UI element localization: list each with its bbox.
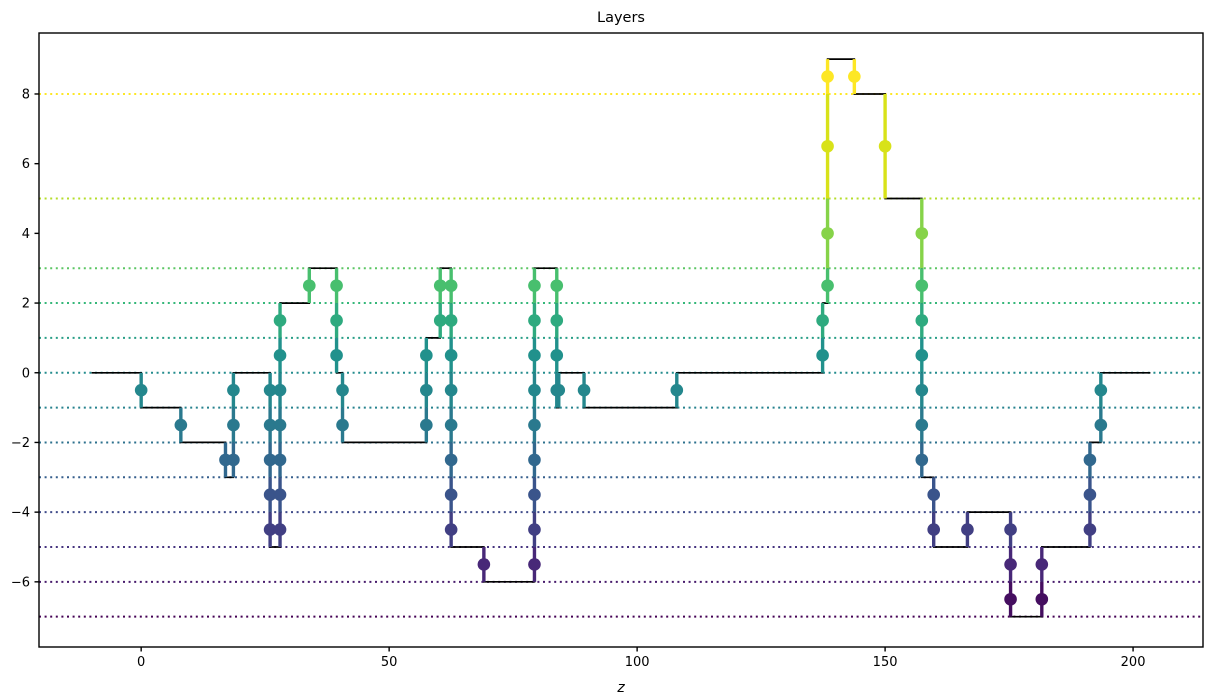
layer-dot [1094, 383, 1108, 397]
layer-dot [550, 349, 564, 362]
y-tick-label: 4 [22, 227, 30, 242]
layer-dot [552, 383, 566, 397]
layer-dot [273, 314, 287, 327]
y-tick-label: 0 [22, 366, 30, 381]
layer-dot [420, 383, 433, 397]
layer-dot [227, 383, 240, 397]
layer-dot [444, 349, 458, 362]
layer-dot [444, 523, 458, 536]
layer-dot [577, 383, 591, 397]
layer-dot [1004, 558, 1017, 571]
x-tick-label: 0 [137, 655, 145, 670]
layer-dot [915, 227, 929, 240]
layer-dot [927, 488, 940, 502]
layer-dot [1004, 523, 1017, 536]
y-tick-label: 2 [22, 297, 30, 312]
layer-dot [134, 383, 148, 397]
layer-dot [1094, 418, 1108, 432]
x-tick-label: 150 [873, 655, 898, 670]
chart-title: Layers [597, 10, 645, 26]
layer-dot [915, 349, 929, 362]
x-tick-label: 100 [625, 655, 650, 670]
layer-dot [273, 453, 287, 467]
layer-dot [444, 279, 458, 292]
layer-dot [821, 139, 834, 153]
plot-area: 0 50 100 150 200 8 6 4 2 0 −2 −4 −6 [11, 32, 1204, 670]
layer-dot [528, 314, 541, 327]
layer-dot [433, 279, 447, 292]
layer-dot [528, 453, 541, 467]
layer-dot [273, 349, 287, 362]
layer-dot [1035, 592, 1049, 606]
y-tick-label: −4 [11, 506, 30, 521]
y-tick-label: 6 [22, 157, 30, 172]
x-tick-label: 50 [381, 655, 398, 670]
layer-dot [528, 349, 541, 362]
layer-dot [273, 488, 287, 502]
layer-dot [878, 139, 892, 153]
layer-dot [263, 453, 277, 467]
layer-dot [263, 488, 277, 502]
layer-dot [420, 349, 433, 362]
layer-dot [848, 70, 861, 83]
layer-dot [1035, 558, 1049, 571]
layer-dot [336, 418, 349, 432]
layer-dot [1083, 488, 1097, 502]
layer-dot [528, 523, 541, 536]
layer-dot [927, 523, 940, 536]
layer-dot [915, 453, 929, 467]
y-tick-label: 8 [22, 87, 30, 102]
layer-dot [330, 349, 343, 362]
y-tick-label: −2 [11, 436, 30, 451]
layer-dot [273, 418, 287, 432]
layer-dot [550, 314, 564, 327]
layer-dot [444, 418, 458, 432]
layer-dot [915, 279, 929, 292]
layer-dot [302, 279, 316, 292]
layer-dot [420, 418, 433, 432]
layer-dot [227, 418, 240, 432]
layer-dot [330, 279, 343, 292]
layer-dot [336, 383, 349, 397]
layer-dot [1083, 453, 1097, 467]
layer-dot [444, 488, 458, 502]
layer-dot [670, 383, 684, 397]
layer-dot [961, 523, 974, 536]
layer-dot [821, 227, 834, 240]
layer-dot [915, 314, 929, 327]
layer-dot [444, 453, 458, 467]
layer-dot [477, 558, 491, 571]
y-tick-label: −6 [11, 575, 30, 590]
layer-dot [273, 383, 287, 397]
layer-dot [528, 418, 541, 432]
layer-dot [444, 314, 458, 327]
layer-dot [821, 70, 834, 83]
x-tick-label: 200 [1121, 655, 1146, 670]
layer-dot [528, 279, 541, 292]
layer-dot [528, 383, 541, 397]
layer-dot [433, 314, 447, 327]
layer-dot [915, 418, 929, 432]
layer-dot [550, 279, 564, 292]
layer-dot [174, 418, 188, 432]
layer-dot [263, 418, 277, 432]
layer-dot [528, 488, 541, 502]
layer-dot [821, 279, 834, 292]
layer-dot [227, 453, 240, 467]
layer-dot [444, 383, 458, 397]
layer-dot [273, 523, 287, 536]
plot-border [38, 32, 1204, 648]
layer-dot [816, 349, 829, 362]
layer-dot [528, 558, 541, 571]
layer-dot [263, 383, 277, 397]
layer-dot [263, 523, 277, 536]
layer-dot [915, 383, 929, 397]
layer-dot [1004, 592, 1017, 606]
layer-dot [330, 314, 343, 327]
layer-dot [1083, 523, 1097, 536]
layer-dot [816, 314, 829, 327]
x-axis-label: z [616, 680, 625, 696]
